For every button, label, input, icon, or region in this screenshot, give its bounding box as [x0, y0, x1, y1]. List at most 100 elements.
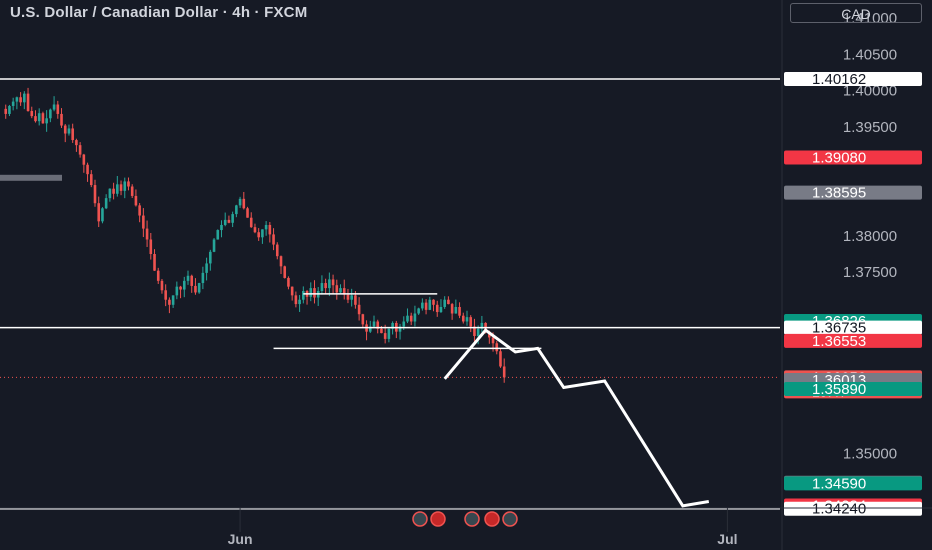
- price-label-bg: [784, 71, 922, 86]
- candle-body: [205, 263, 208, 273]
- projection-path[interactable]: [443, 328, 710, 508]
- candle-body: [461, 315, 465, 322]
- candle-body: [368, 326, 372, 332]
- candle-body: [387, 328, 391, 339]
- price-label-bg: [784, 381, 922, 396]
- candle-body: [56, 104, 60, 114]
- candle-body: [417, 308, 420, 314]
- candle-body: [142, 215, 145, 229]
- candle-body: [186, 275, 190, 281]
- event-icons[interactable]: [412, 511, 518, 527]
- candle-body: [197, 283, 201, 293]
- candle-body: [257, 232, 260, 238]
- candle-body: [26, 93, 30, 112]
- candle-body: [231, 214, 234, 223]
- candle-body: [298, 299, 301, 305]
- candle-body: [101, 208, 104, 222]
- candle-body: [49, 109, 52, 119]
- candle-body: [309, 288, 313, 297]
- candle-body: [447, 299, 450, 305]
- candle-body: [249, 217, 253, 228]
- candle-body: [145, 228, 149, 240]
- candle-body: [19, 97, 22, 103]
- candle-body: [71, 128, 74, 141]
- candle-body: [235, 205, 238, 215]
- candle-body: [175, 286, 179, 296]
- flag-icon[interactable]: [502, 511, 518, 527]
- candle-body: [432, 299, 435, 305]
- candle-body: [391, 322, 394, 329]
- candle-body: [328, 279, 331, 289]
- candle-body: [283, 266, 287, 278]
- candle-body: [190, 275, 194, 286]
- flag-icon[interactable]: [464, 511, 480, 527]
- x-tick-label: Jul: [717, 531, 737, 547]
- flag-icon[interactable]: [430, 511, 446, 527]
- candle-body: [313, 288, 316, 298]
- candle-body: [465, 317, 469, 322]
- candle-body: [30, 111, 34, 117]
- candle-body: [209, 251, 212, 264]
- candle-body: [179, 286, 182, 290]
- candle-body: [335, 285, 339, 293]
- candle-body: [339, 288, 342, 293]
- candle-body: [350, 295, 353, 300]
- candle-body: [160, 280, 164, 291]
- y-tick-label: 1.37500: [843, 264, 897, 281]
- candle-body: [383, 333, 387, 339]
- candle-body: [342, 288, 346, 295]
- candle-body: [78, 145, 82, 155]
- candle-body: [476, 328, 480, 337]
- candle-body: [93, 185, 97, 204]
- candle-body: [331, 279, 335, 286]
- candle-body: [156, 270, 160, 281]
- candle-body: [37, 113, 41, 122]
- currency-button[interactable]: CAD: [790, 3, 922, 23]
- candle-body: [246, 208, 249, 218]
- candle-body: [421, 302, 424, 309]
- candle-body: [272, 234, 275, 245]
- candle-body: [82, 154, 86, 165]
- candle-body: [75, 140, 78, 146]
- candle-body: [324, 283, 327, 289]
- candle-body: [499, 351, 502, 367]
- candle-body: [8, 105, 11, 114]
- candle-body: [491, 337, 495, 344]
- flag-icon[interactable]: [484, 511, 500, 527]
- price-label: 1.39080: [784, 149, 922, 166]
- candle-body: [201, 272, 205, 284]
- candle-body: [290, 286, 294, 296]
- candle-body: [134, 195, 138, 206]
- candle-body: [171, 295, 175, 305]
- candle-body: [450, 304, 454, 314]
- candle-body: [458, 306, 461, 316]
- candle-body: [116, 184, 119, 194]
- candle-body: [380, 328, 383, 334]
- candle-body: [473, 326, 476, 337]
- candle-body: [253, 227, 257, 233]
- flag-icon[interactable]: [412, 511, 428, 527]
- candle-body: [361, 314, 365, 325]
- candle-body: [97, 203, 101, 222]
- price-label: 1.36553: [784, 333, 922, 350]
- candle-body: [238, 198, 242, 206]
- candle-body: [435, 304, 439, 313]
- price-label-bg: [784, 320, 922, 335]
- price-label-text: 1.40162: [812, 71, 866, 88]
- price-label-text: 1.34590: [812, 475, 866, 492]
- candle-body: [268, 224, 272, 235]
- candle-body: [275, 244, 279, 257]
- candle-body: [86, 164, 89, 175]
- candle-body: [223, 219, 227, 225]
- candle-body: [63, 125, 67, 134]
- price-label: 1.40162: [784, 71, 922, 88]
- price-label-text: 1.34240: [812, 501, 866, 518]
- price-label-bg: [784, 150, 922, 165]
- symbol-title: U.S. Dollar / Canadian Dollar · 4h · FXC…: [10, 4, 308, 21]
- candle-body: [454, 306, 458, 314]
- candle-body: [138, 205, 141, 216]
- candle-body: [127, 181, 130, 187]
- candle-body: [376, 321, 380, 329]
- candle-body: [212, 239, 216, 252]
